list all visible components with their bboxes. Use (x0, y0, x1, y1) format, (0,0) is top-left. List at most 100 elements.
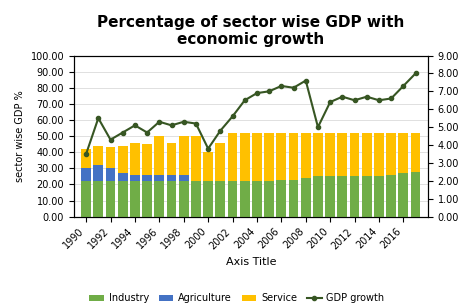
Bar (374, 176, 384, 217)
Bar (264, 181, 274, 217)
GDP growth (266, 89, 272, 93)
GDP growth (279, 84, 284, 88)
Bar (142, 181, 152, 217)
Bar (350, 133, 359, 217)
GDP growth (291, 86, 296, 90)
Bar (155, 181, 164, 217)
Bar (350, 194, 359, 217)
Bar (155, 136, 164, 217)
Bar (325, 133, 335, 217)
Bar (130, 175, 140, 217)
GDP growth (120, 131, 126, 134)
Bar (276, 180, 286, 217)
GDP growth (218, 129, 223, 132)
Bar (276, 133, 286, 217)
Bar (81, 181, 91, 217)
GDP growth (83, 152, 89, 156)
Bar (240, 181, 250, 217)
GDP growth (132, 124, 138, 127)
Bar (337, 133, 347, 217)
Bar (264, 186, 274, 217)
Bar (264, 133, 274, 217)
GDP growth (328, 100, 333, 104)
Bar (130, 181, 140, 217)
Bar (252, 181, 262, 217)
GDP growth (401, 84, 406, 88)
GDP growth (242, 99, 247, 102)
GDP growth (156, 120, 162, 124)
Title: Percentage of sector wise GDP with
economic growth: Percentage of sector wise GDP with econo… (97, 15, 404, 47)
Bar (203, 152, 213, 217)
GDP growth (254, 91, 260, 95)
Bar (93, 181, 103, 217)
X-axis label: Axis Title: Axis Title (226, 256, 276, 267)
GDP growth (364, 95, 370, 99)
Bar (399, 133, 408, 217)
Bar (130, 143, 140, 217)
Bar (216, 181, 225, 217)
Line: GDP growth: GDP growth (84, 71, 418, 156)
Bar (191, 181, 201, 217)
Bar (203, 181, 213, 217)
GDP growth (181, 120, 187, 124)
Bar (167, 175, 176, 217)
Bar (325, 176, 335, 217)
Bar (216, 143, 225, 217)
Bar (350, 176, 359, 217)
Bar (386, 194, 396, 217)
Bar (337, 176, 347, 217)
Bar (301, 133, 310, 217)
Bar (386, 133, 396, 217)
Bar (118, 146, 128, 217)
Bar (81, 149, 91, 217)
GDP growth (108, 138, 113, 141)
Bar (289, 133, 299, 217)
Bar (362, 133, 372, 217)
Bar (399, 196, 408, 217)
GDP growth (376, 99, 382, 102)
Bar (81, 168, 91, 217)
Bar (410, 199, 420, 217)
GDP growth (205, 147, 211, 151)
Bar (289, 180, 299, 217)
GDP growth (352, 99, 357, 102)
Bar (191, 136, 201, 217)
GDP growth (95, 116, 101, 120)
Y-axis label: sector wise GDP %: sector wise GDP % (15, 90, 25, 182)
GDP growth (169, 124, 174, 127)
Bar (325, 192, 335, 217)
Bar (374, 133, 384, 217)
GDP growth (144, 131, 150, 134)
Bar (118, 173, 128, 217)
Bar (142, 144, 152, 217)
GDP growth (315, 125, 321, 129)
Bar (191, 181, 201, 217)
Bar (313, 133, 323, 217)
Bar (228, 181, 237, 217)
GDP growth (339, 95, 345, 99)
Bar (93, 146, 103, 217)
Bar (142, 175, 152, 217)
Bar (167, 181, 176, 217)
GDP growth (230, 114, 236, 118)
Bar (337, 192, 347, 217)
Bar (313, 176, 323, 217)
Bar (240, 133, 250, 217)
Bar (399, 173, 408, 217)
Bar (106, 181, 115, 217)
Bar (118, 181, 128, 217)
Legend: Industry, Agriculture, Service, GDP growth: Industry, Agriculture, Service, GDP grow… (86, 289, 388, 306)
Bar (276, 186, 286, 217)
Bar (240, 181, 250, 217)
Bar (313, 191, 323, 217)
Bar (106, 147, 115, 217)
Bar (228, 133, 237, 217)
Bar (252, 181, 262, 217)
Bar (228, 181, 237, 217)
Bar (93, 165, 103, 217)
GDP growth (388, 97, 394, 100)
Bar (179, 136, 189, 217)
Bar (301, 189, 310, 217)
Bar (410, 172, 420, 217)
Bar (216, 181, 225, 217)
